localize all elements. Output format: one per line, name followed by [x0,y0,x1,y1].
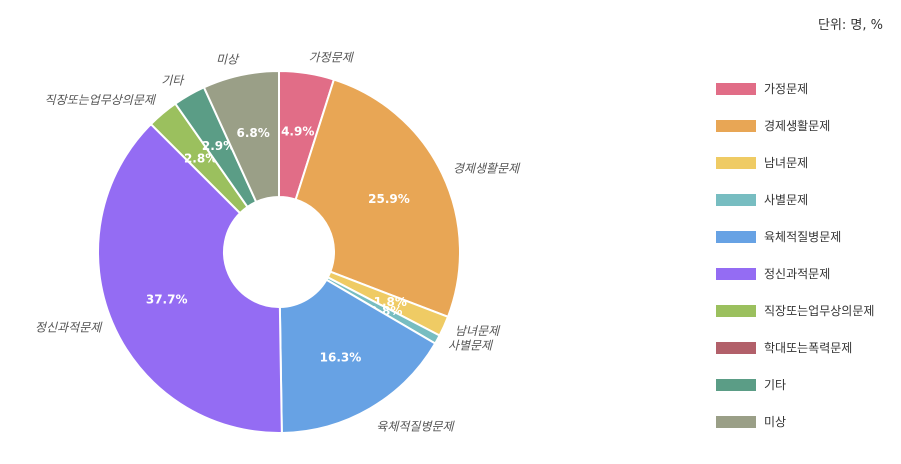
slice-label-0: 가정문제 [309,50,355,64]
unit-label: 단위: 명, % [817,18,883,33]
legend-swatch-4 [716,230,756,243]
legend-swatch-1 [716,119,756,132]
slice-label-4: 육체적질병문제 [376,420,455,434]
legend-swatch-6 [716,304,756,317]
slice-label-2: 남녀문제 [455,324,501,338]
slice-label-5: 정신과적문제 [35,320,103,334]
value-label-6: 2.8% [184,152,217,166]
legend-item-7[interactable]: 학대또는폭력문제 [716,329,896,366]
legend-swatch-2 [716,156,756,169]
slice-label-8: 기타 [161,73,185,87]
legend-item-0[interactable]: 가정문제 [716,70,896,107]
legend-item-6[interactable]: 직장또는업무상의문제 [716,292,896,329]
legend-label-0: 가정문제 [764,82,809,96]
legend-item-5[interactable]: 정신과적문제 [716,255,896,292]
slice-4[interactable] [278,278,437,434]
slice-label-1: 경제생활문제 [453,161,521,175]
legend-label-2: 남녀문제 [764,156,809,170]
value-label-1: 25.9% [368,192,410,206]
slice-9[interactable] [202,69,280,204]
legend-item-3[interactable]: 사별문제 [716,181,896,218]
legend-item-4[interactable]: 육체적질병문제 [716,218,896,255]
value-label-0: 4.9% [281,124,314,138]
legend-item-8[interactable]: 기타 [716,366,896,403]
legend-swatch-3 [716,193,756,206]
legend-label-4: 육체적질병문제 [764,230,842,244]
slice-label-3: 사별문제 [448,338,494,352]
value-label-4: 16.3% [320,350,362,364]
legend-label-5: 정신과적문제 [764,267,831,281]
legend-item-1[interactable]: 경제생활문제 [716,107,896,144]
legend-label-1: 경제생활문제 [764,119,831,133]
legend-item-2[interactable]: 남녀문제 [716,144,896,181]
legend-label-6: 직장또는업무상의문제 [764,304,875,318]
slice-label-6: 직장또는업무상의문제 [45,93,157,107]
legend-item-9[interactable]: 미상 [716,403,896,440]
legend-swatch-0 [716,82,756,95]
legend-label-9: 미상 [764,415,787,429]
legend-swatch-8 [716,378,756,391]
value-label-8: 2.9% [202,139,235,153]
legend-swatch-9 [716,415,756,428]
value-label-5: 37.7% [146,293,188,307]
slice-5[interactable] [97,122,283,434]
slice-1[interactable] [294,78,461,319]
legend-label-7: 학대또는폭력문제 [764,341,853,355]
legend-label-8: 기타 [764,378,787,392]
legend-label-3: 사별문제 [764,193,809,207]
legend-swatch-5 [716,267,756,280]
legend-swatch-7 [716,341,756,354]
value-label-9: 6.8% [236,126,269,140]
donut-chart: 4.9%가정문제25.9%경제생활문제1.8%남녀문제0.8%사별문제16.3%… [35,50,521,434]
slice-label-9: 미상 [216,52,240,66]
